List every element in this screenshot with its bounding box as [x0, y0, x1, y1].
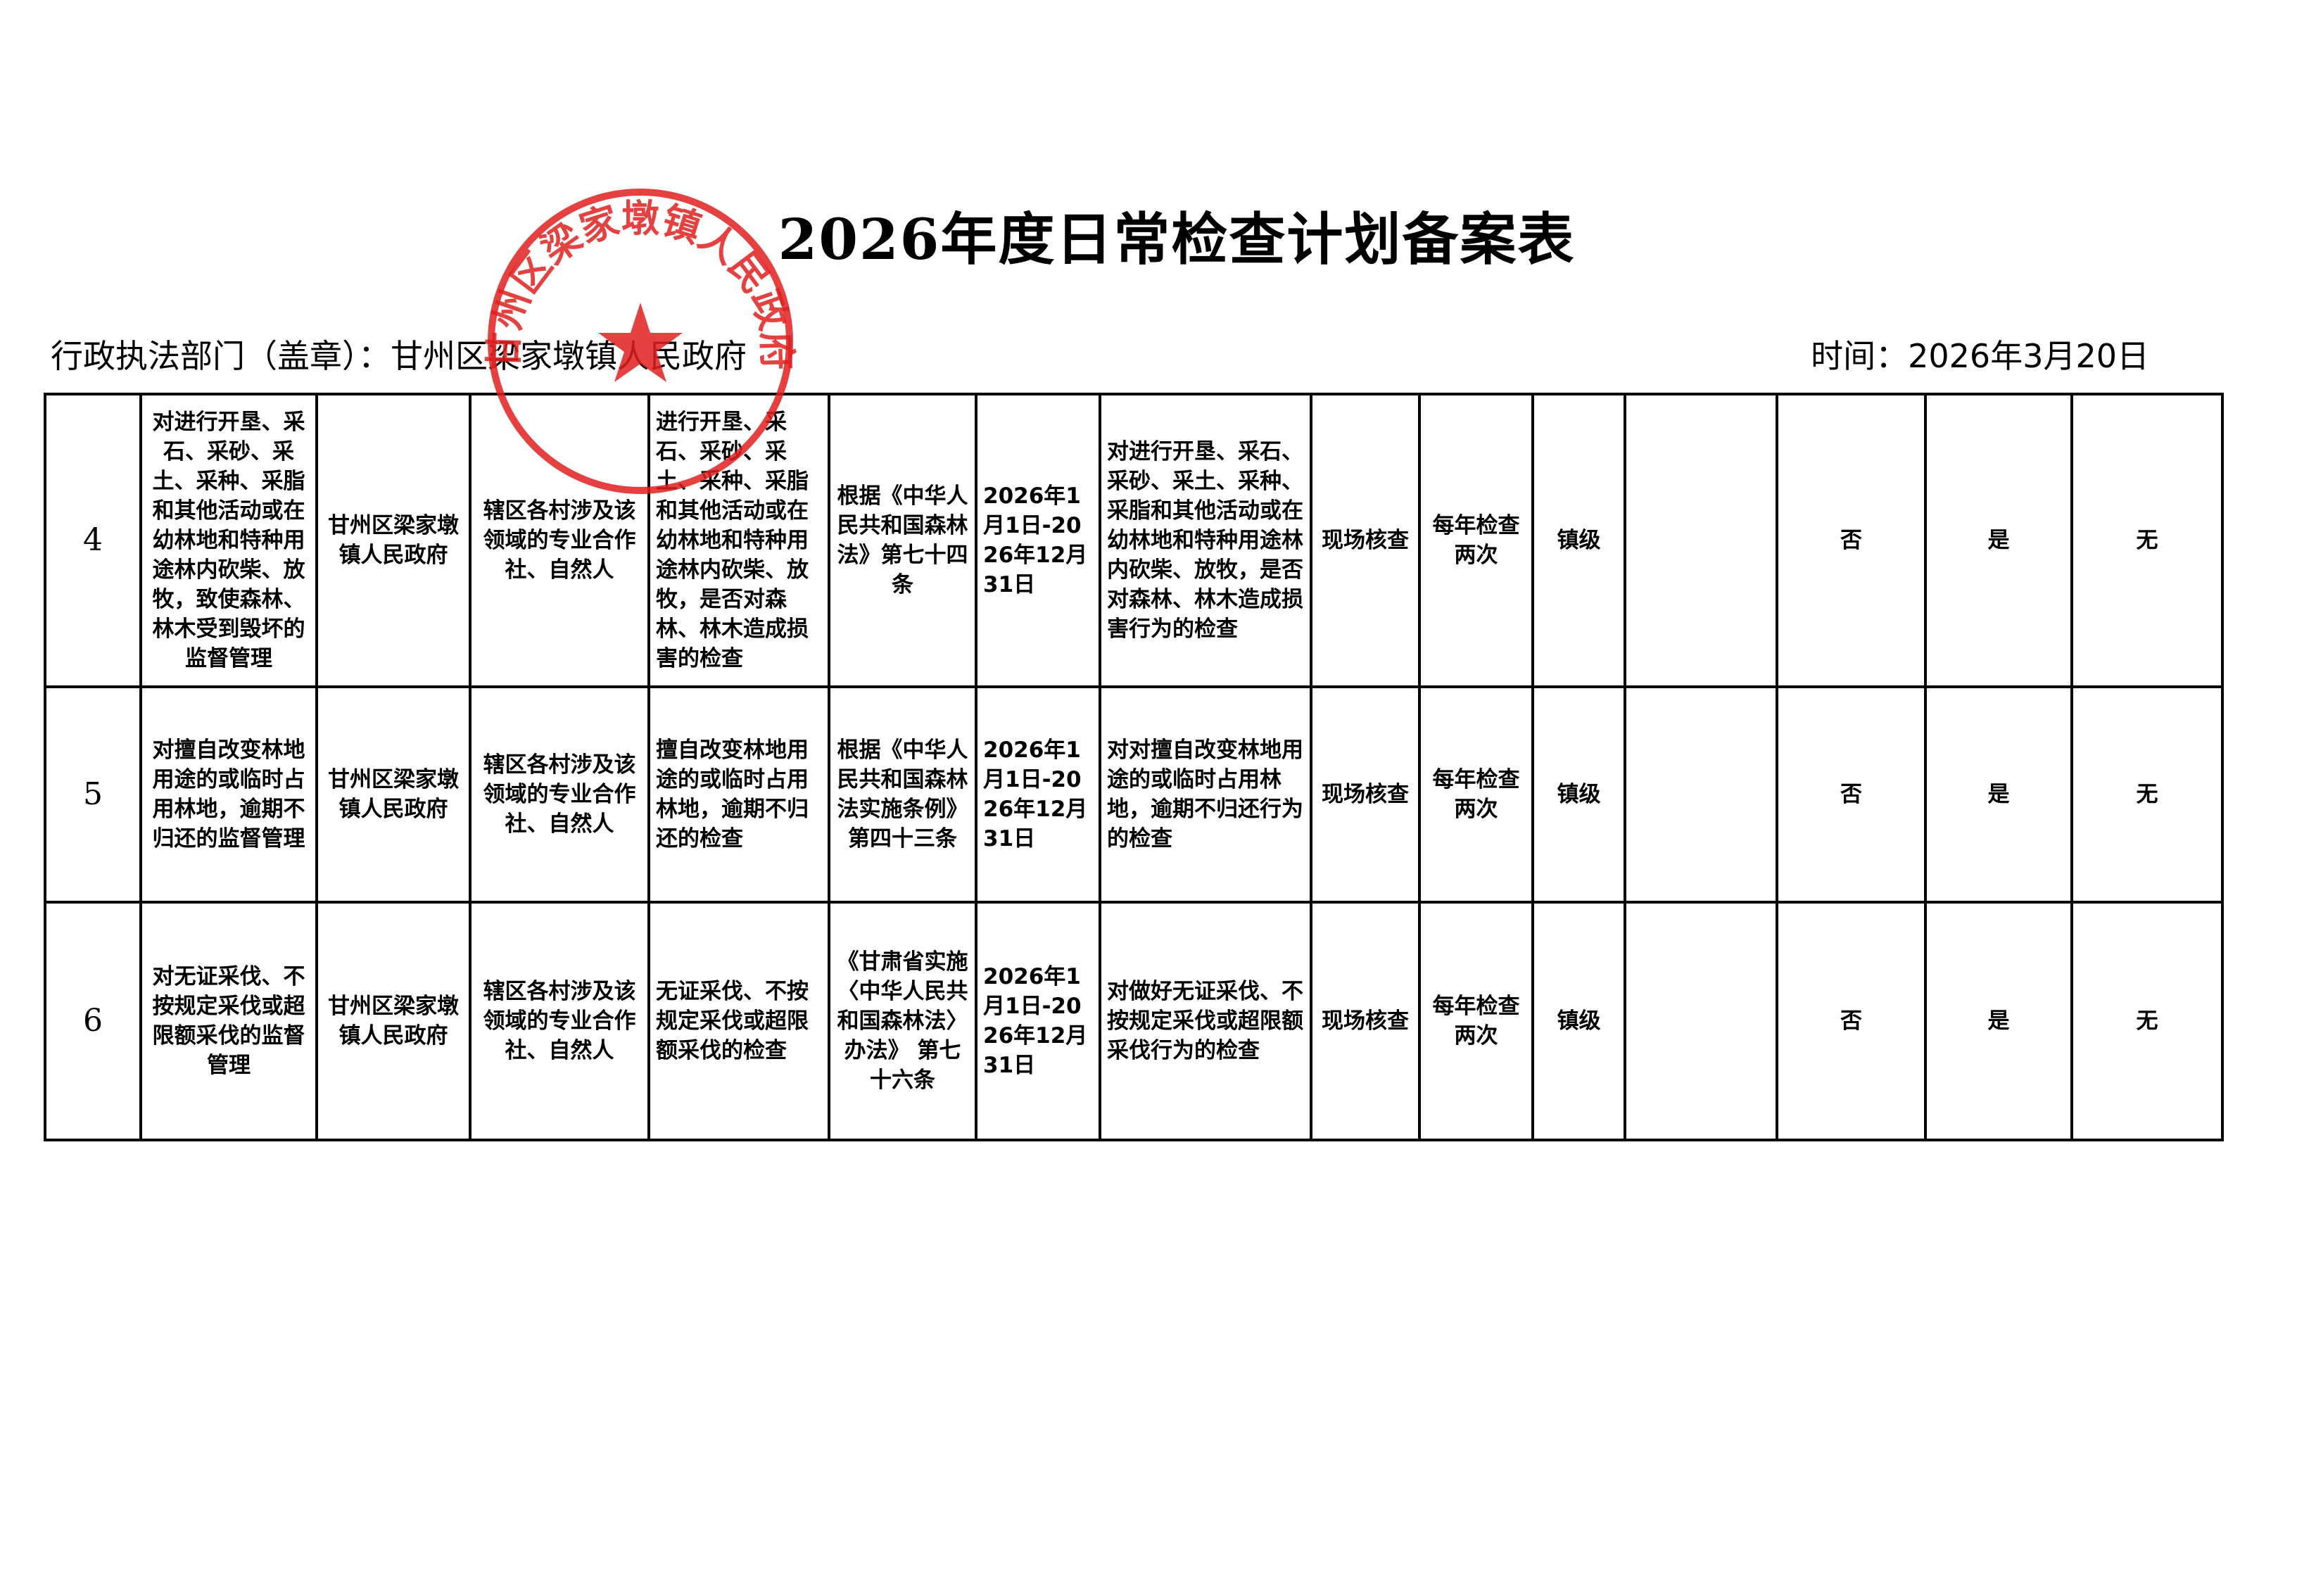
table-row: 4 对进行开垦、采石、采砂、采土、采种、采脂和其他活动或在幼林地和特种用途林内砍柴…	[44, 393, 2224, 688]
cell-content: 进行开垦、采石、采砂、采土、采种、采脂和其他活动或在幼林地和特种用途林内砍柴、放…	[647, 393, 830, 688]
cell-item: 对无证采伐、不按规定采伐或超限额采伐的监督管理	[139, 901, 318, 1141]
department-label: 行政执法部门（盖章）：	[51, 337, 391, 375]
table-row: 5 对擅自改变林地用途的或临时占用林地，逾期不归还的监督管理 甘州区梁家墩镇人民政府…	[44, 685, 2224, 904]
cell-c13: 是	[1924, 901, 2073, 1141]
cell-c12: 否	[1776, 393, 1927, 688]
cell-c11	[1624, 901, 1778, 1141]
cell-no: 5	[44, 685, 142, 904]
cell-content: 无证采伐、不按规定采伐或超限额采伐的检查	[647, 901, 830, 1141]
cell-c12: 否	[1776, 901, 1927, 1141]
cell-content: 擅自改变林地用途的或临时占用林地，逾期不归还的检查	[647, 685, 830, 904]
cell-target: 辖区各村涉及该领域的专业合作社、自然人	[469, 393, 650, 688]
cell-subject: 甘州区梁家墩镇人民政府	[315, 393, 472, 688]
cell-subject: 甘州区梁家墩镇人民政府	[315, 901, 472, 1141]
cell-c13: 是	[1924, 685, 2073, 904]
cell-c11	[1624, 685, 1778, 904]
cell-no: 6	[44, 901, 142, 1141]
date-line: 时间：2026年3月20日	[1811, 331, 2149, 377]
cell-target: 辖区各村涉及该领域的专业合作社、自然人	[469, 901, 650, 1141]
cell-period: 2026年1月1日-2026年12月31日	[975, 685, 1101, 904]
cell-scope: 对做好无证采伐、不按规定采伐或超限额采伐行为的检查	[1099, 901, 1312, 1141]
cell-frequency: 每年检查两次	[1418, 685, 1534, 904]
cell-method: 现场核查	[1310, 393, 1421, 688]
cell-c11	[1624, 393, 1778, 688]
table-row: 6 对无证采伐、不按规定采伐或超限额采伐的监督管理 甘州区梁家墩镇人民政府 辖区各村涉…	[44, 901, 2224, 1141]
cell-c14: 无	[2070, 685, 2224, 904]
inspection-plan-table: 4 对进行开垦、采石、采砂、采土、采种、采脂和其他活动或在幼林地和特种用途林内砍柴…	[44, 393, 2224, 1141]
cell-frequency: 每年检查两次	[1418, 901, 1534, 1141]
cell-frequency: 每年检查两次	[1418, 393, 1534, 688]
cell-basis: 《甘肃省实施〈中华人民共和国森林法〉办法》 第七十六条	[828, 901, 977, 1141]
cell-level: 镇级	[1531, 685, 1626, 904]
department-line: 行政执法部门（盖章）：甘州区梁家墩镇人民政府	[51, 331, 747, 377]
cell-period: 2026年1月1日-2026年12月31日	[975, 393, 1101, 688]
cell-basis: 根据《中华人民共和国森林法》第七十四条	[828, 393, 977, 688]
cell-method: 现场核查	[1310, 901, 1421, 1141]
cell-scope: 对对擅自改变林地用途的或临时占用林地，逾期不归还行为的检查	[1099, 685, 1312, 904]
page-title: 2026年度日常检查计划备案表	[778, 206, 1576, 272]
date-value: 2026年3月20日	[1908, 337, 2149, 375]
cell-method: 现场核查	[1310, 685, 1421, 904]
cell-level: 镇级	[1531, 393, 1626, 688]
cell-target: 辖区各村涉及该领域的专业合作社、自然人	[469, 685, 650, 904]
cell-scope: 对进行开垦、采石、采砂、采土、采种、采脂和其他活动或在幼林地和特种用途林内砍柴、…	[1099, 393, 1312, 688]
cell-period: 2026年1月1日-2026年12月31日	[975, 901, 1101, 1141]
cell-subject: 甘州区梁家墩镇人民政府	[315, 685, 472, 904]
cell-c14: 无	[2070, 901, 2224, 1141]
cell-c13: 是	[1924, 393, 2073, 688]
cell-no: 4	[44, 393, 142, 688]
date-label: 时间：	[1811, 337, 1909, 375]
cell-level: 镇级	[1531, 901, 1626, 1141]
cell-c12: 否	[1776, 685, 1927, 904]
cell-item: 对进行开垦、采石、采砂、采土、采种、采脂和其他活动或在幼林地和特种用途林内砍柴、…	[139, 393, 318, 688]
cell-basis: 根据《中华人民共和国森林法实施条例》第四十三条	[828, 685, 977, 904]
department-name: 甘州区梁家墩镇人民政府	[391, 337, 747, 375]
cell-item: 对擅自改变林地用途的或临时占用林地，逾期不归还的监督管理	[139, 685, 318, 904]
cell-c14: 无	[2070, 393, 2224, 688]
